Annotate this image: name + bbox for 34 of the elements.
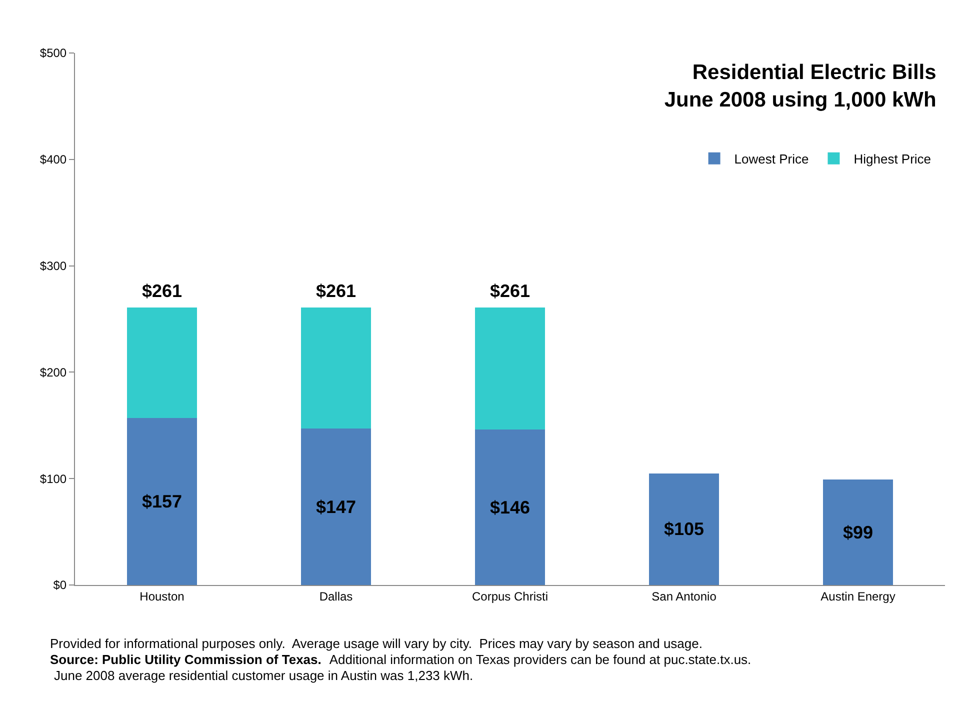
text: Residential Electric Bills June 2008 using 1,000 kWh — [664, 60, 936, 112]
data-label: $99 — [842, 522, 874, 542]
y-tick-label: $300 — [40, 259, 67, 273]
data-label: $147 — [316, 496, 356, 517]
bar — [127, 307, 197, 418]
x-tick-label: Houston — [140, 589, 184, 604]
data-label: $105 — [664, 519, 704, 540]
x-tick-label: San Antonio — [652, 589, 717, 604]
text: Provided for informational purposes only. Average usage will vary by city. Prices may vary by season and usage. — [50, 636, 702, 651]
y-tick-label: $400 — [40, 152, 67, 167]
y-tick-label: $500 — [40, 46, 67, 60]
bar — [475, 307, 545, 430]
total-label: $261 — [316, 281, 356, 301]
y-tick-label: $100 — [40, 472, 67, 486]
bar — [823, 480, 893, 585]
source-note: Source: Public Utility Commission of Texas. — [50, 652, 322, 667]
x-tick-label: Austin Energy — [820, 589, 896, 604]
legend-label: Lowest Price — [734, 151, 809, 166]
bar — [649, 473, 719, 585]
total-label: $261 — [142, 281, 182, 301]
bar — [301, 428, 371, 585]
data-label: $157 — [142, 491, 182, 512]
bar — [127, 418, 197, 585]
bar — [475, 430, 545, 585]
x-tick-label: Corpus Christi — [472, 589, 548, 604]
total-label: $261 — [490, 281, 530, 301]
y-tick-label: $200 — [40, 365, 67, 380]
data-label: $146 — [490, 497, 530, 518]
text: Additional information on Texas providers can be found at puc.state.tx.us. — [329, 652, 752, 667]
text: June 2008 average residential customer usage in Austin was 1,233 kWh. — [54, 668, 474, 683]
x-tick-label: Dallas — [319, 589, 353, 604]
legend-label: Highest Price — [854, 151, 932, 166]
y-tick-label: $0 — [53, 578, 67, 592]
bar — [301, 307, 371, 429]
